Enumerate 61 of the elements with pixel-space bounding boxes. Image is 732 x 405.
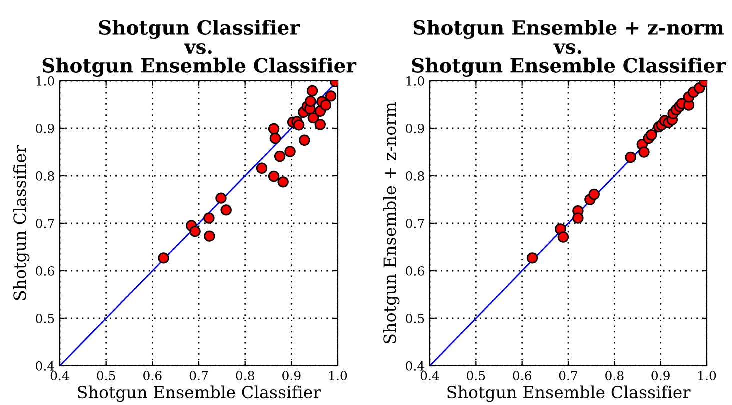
point xyxy=(204,230,216,242)
point xyxy=(216,192,227,204)
y-tick-label: 1.0 xyxy=(406,76,424,86)
point xyxy=(293,120,305,131)
y-axis-title: Shotgun Ensemble + z-norm xyxy=(383,102,400,344)
x-axis-title: Shotgun Ensemble Classifier xyxy=(448,386,691,402)
y-tick-label: 0.4 xyxy=(36,361,55,371)
x-tick-label: 0.9 xyxy=(282,371,301,381)
point xyxy=(305,96,316,108)
point xyxy=(320,100,332,111)
y-tick-label: 0.8 xyxy=(406,171,424,181)
x-tick-label: 0.7 xyxy=(559,371,578,381)
x-tick-label: 0.8 xyxy=(236,371,254,381)
point xyxy=(274,150,286,162)
y-axis-title: Shotgun Classifier xyxy=(13,145,30,300)
y-tick-label: 0.5 xyxy=(406,314,424,324)
x-tick-label: 1.0 xyxy=(698,371,716,381)
x-tick-label: 0.6 xyxy=(513,371,532,381)
y-tick-label: 1.0 xyxy=(36,76,54,86)
x-tick-label: 0.5 xyxy=(97,371,116,381)
point xyxy=(638,146,650,158)
point xyxy=(314,119,326,130)
point xyxy=(190,226,201,238)
chart-title: Shotgun Classifier vs. Shotgun Ensemble Classifier xyxy=(42,20,357,77)
x-axis-title: Shotgun Ensemble Classifier xyxy=(78,386,322,402)
point xyxy=(204,212,215,224)
chart-title: Shotgun Ensemble + z-norm vs. Shotgun Ensemble Classifier xyxy=(412,20,726,77)
x-tick-label: 0.8 xyxy=(606,371,624,381)
point xyxy=(325,90,337,102)
point xyxy=(284,146,296,158)
x-tick-label: 0.6 xyxy=(144,371,162,381)
point xyxy=(588,188,600,200)
point xyxy=(158,252,170,264)
y-tick-label: 0.6 xyxy=(36,266,54,276)
point xyxy=(268,170,280,182)
x-tick-label: 0.7 xyxy=(190,371,208,381)
point xyxy=(256,162,268,174)
x-tick-label: 0.4 xyxy=(420,371,440,381)
point xyxy=(306,85,318,97)
point xyxy=(572,212,584,224)
y-tick-label: 0.5 xyxy=(36,314,54,324)
x-tick-label: 0.5 xyxy=(467,371,486,381)
y-tick-label: 0.7 xyxy=(406,218,424,228)
y-tick-label: 0.9 xyxy=(406,124,424,134)
y-tick-label: 0.8 xyxy=(36,171,54,181)
point xyxy=(220,204,232,216)
point xyxy=(299,134,310,146)
x-tick-label: 0.4 xyxy=(50,371,70,381)
point xyxy=(558,232,570,243)
point xyxy=(270,132,282,144)
y-tick-label: 0.6 xyxy=(406,266,424,276)
x-tick-label: 0.9 xyxy=(652,371,670,381)
y-tick-label: 0.9 xyxy=(36,124,54,134)
point xyxy=(526,252,538,264)
point xyxy=(268,123,280,135)
y-tick-label: 0.4 xyxy=(406,361,425,371)
point xyxy=(278,176,289,188)
y-tick-label: 0.7 xyxy=(36,218,54,228)
x-tick-label: 1.0 xyxy=(330,371,348,381)
point xyxy=(625,152,636,164)
point xyxy=(646,130,658,141)
